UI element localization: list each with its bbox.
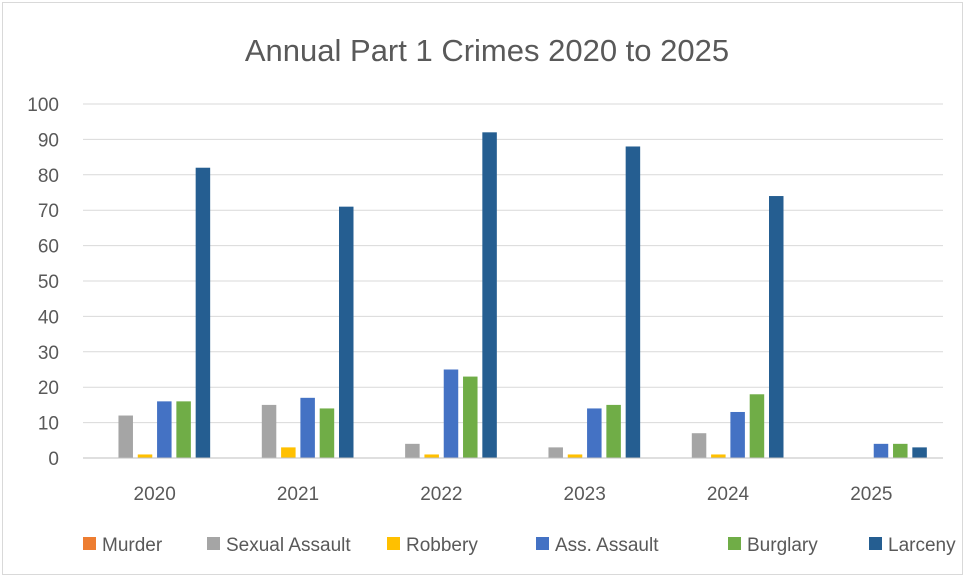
y-tick-label: 100 bbox=[27, 95, 59, 116]
bar-chart: Annual Part 1 Crimes 2020 to 2025 0 10 20 3… bbox=[27, 33, 956, 556]
legend-swatch bbox=[728, 537, 741, 550]
bar-sexual-assault-2022 bbox=[405, 443, 420, 458]
bar-ass-assault-2020 bbox=[157, 401, 172, 458]
bar-larceny-2025 bbox=[912, 447, 927, 458]
bar-larceny-2022 bbox=[482, 132, 497, 458]
legend-item: Murder bbox=[83, 535, 163, 556]
legend-item: Larceny bbox=[869, 535, 956, 556]
bar-sexual-assault-2024 bbox=[691, 433, 707, 458]
bars bbox=[118, 132, 927, 459]
legend-item: Robbery bbox=[387, 535, 478, 556]
legend-swatch bbox=[536, 537, 549, 550]
x-tick-label: 2021 bbox=[277, 484, 319, 505]
bar-robbery-2023 bbox=[567, 454, 583, 458]
legend: Murder Sexual Assault Robbery Ass. Assault B… bbox=[83, 535, 956, 556]
legend-label: Robbery bbox=[406, 535, 478, 556]
bar-ass-assault-2022 bbox=[443, 369, 459, 458]
legend-label: Burglary bbox=[747, 535, 818, 556]
legend-swatch bbox=[207, 537, 220, 550]
bar-larceny-2021 bbox=[339, 206, 354, 458]
y-tick-label: 40 bbox=[38, 307, 59, 328]
bar-larceny-2020 bbox=[195, 167, 211, 458]
bar-larceny-2024 bbox=[769, 196, 784, 459]
bar-burglary-2021 bbox=[319, 408, 335, 458]
chart-title: Annual Part 1 Crimes 2020 to 2025 bbox=[245, 33, 729, 68]
bar-ass-assault-2025 bbox=[873, 443, 889, 458]
x-tick-label: 2020 bbox=[134, 484, 176, 505]
legend-label: Ass. Assault bbox=[555, 535, 659, 556]
y-axis-tick-labels: 0 10 20 30 40 50 60 70 80 90 100 bbox=[27, 95, 59, 470]
y-tick-label: 30 bbox=[38, 343, 59, 364]
bar-burglary-2020 bbox=[176, 401, 191, 458]
bar-robbery-2020 bbox=[137, 454, 153, 458]
y-tick-label: 20 bbox=[38, 378, 59, 399]
legend-label: Murder bbox=[102, 535, 163, 556]
bar-ass-assault-2024 bbox=[730, 411, 745, 458]
x-tick-label: 2025 bbox=[850, 484, 892, 505]
bar-robbery-2022 bbox=[424, 454, 439, 458]
y-tick-label: 50 bbox=[38, 272, 59, 293]
x-tick-label: 2024 bbox=[707, 484, 750, 505]
bar-larceny-2023 bbox=[625, 146, 641, 459]
x-tick-label: 2022 bbox=[420, 484, 462, 505]
y-tick-label: 0 bbox=[48, 449, 59, 470]
bar-sexual-assault-2021 bbox=[261, 404, 277, 458]
x-tick-label: 2023 bbox=[564, 484, 606, 505]
y-tick-label: 10 bbox=[38, 414, 59, 435]
y-tick-label: 80 bbox=[38, 166, 59, 187]
bar-robbery-2021 bbox=[281, 447, 296, 458]
legend-item: Burglary bbox=[728, 535, 818, 556]
y-tick-label: 90 bbox=[38, 130, 59, 151]
bar-sexual-assault-2020 bbox=[118, 415, 133, 458]
bar-burglary-2023 bbox=[606, 404, 621, 458]
legend-swatch bbox=[83, 537, 96, 550]
y-tick-label: 70 bbox=[38, 201, 59, 222]
y-tick-label: 60 bbox=[38, 237, 59, 258]
legend-item: Ass. Assault bbox=[536, 535, 659, 556]
bar-burglary-2022 bbox=[463, 376, 478, 458]
legend-swatch bbox=[869, 537, 882, 550]
legend-label: Larceny bbox=[888, 535, 956, 556]
bar-burglary-2024 bbox=[749, 394, 765, 458]
bar-ass-assault-2021 bbox=[300, 397, 315, 458]
legend-item: Sexual Assault bbox=[207, 535, 351, 556]
legend-swatch bbox=[387, 537, 400, 550]
x-axis-tick-labels: 2020 2021 2022 2023 2024 2025 bbox=[134, 484, 893, 505]
gridlines bbox=[83, 103, 943, 424]
bar-sexual-assault-2023 bbox=[548, 447, 563, 458]
bar-robbery-2024 bbox=[711, 454, 726, 458]
legend-label: Sexual Assault bbox=[226, 535, 351, 556]
bar-ass-assault-2023 bbox=[587, 408, 602, 458]
bar-burglary-2025 bbox=[893, 443, 908, 458]
